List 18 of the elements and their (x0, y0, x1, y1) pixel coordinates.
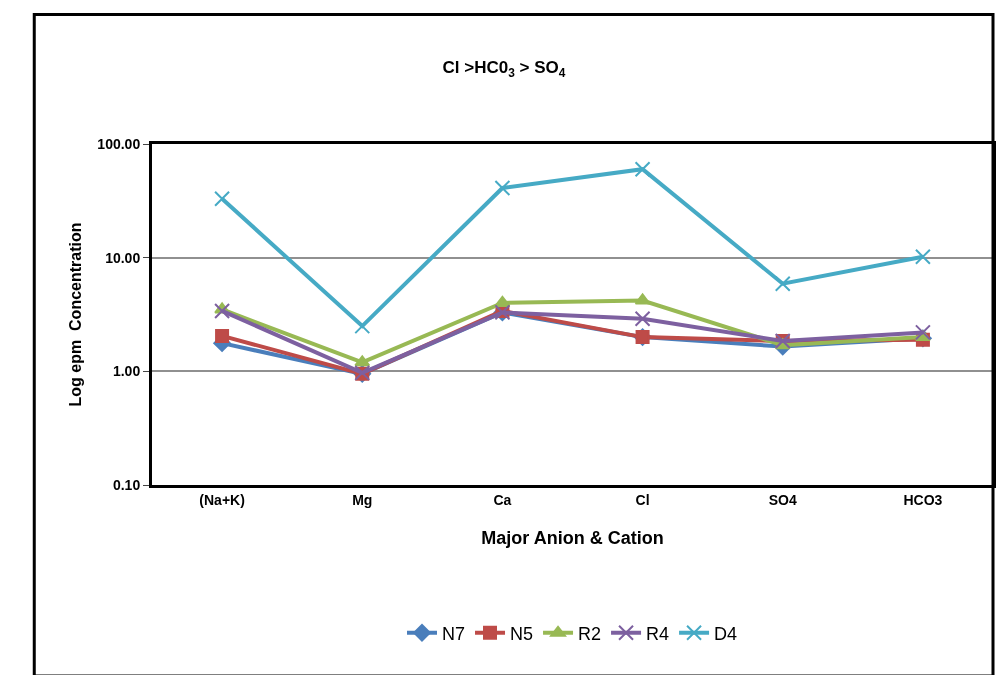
y-tick-label: 1.00 (112, 363, 141, 380)
x-axis-title: Major Anion & Cation (481, 527, 664, 548)
x-tick-label: SO4 (768, 491, 797, 508)
chart-title: Cl >HC0$_{3}$ > SO$_{4}$ (442, 58, 566, 81)
legend-label: R4 (646, 623, 670, 644)
x-tick-label: Cl (635, 491, 650, 508)
y-tick-label: 10.00 (105, 249, 141, 266)
legend-label: R2 (578, 623, 602, 644)
x-tick-label: Ca (493, 491, 512, 508)
y-tick-label: 0.10 (112, 476, 141, 493)
legend-label: D4 (714, 623, 738, 644)
x-tick-label: Mg (352, 491, 373, 508)
x-tick-label: HCO3 (903, 491, 943, 508)
legend-label: N7 (442, 623, 466, 644)
y-tick-label: 100.00 (97, 135, 141, 152)
y-axis-title: Log epm Concentration (67, 222, 85, 407)
x-tick-label: (Na+K) (199, 491, 245, 508)
legend-label: N5 (510, 623, 534, 644)
